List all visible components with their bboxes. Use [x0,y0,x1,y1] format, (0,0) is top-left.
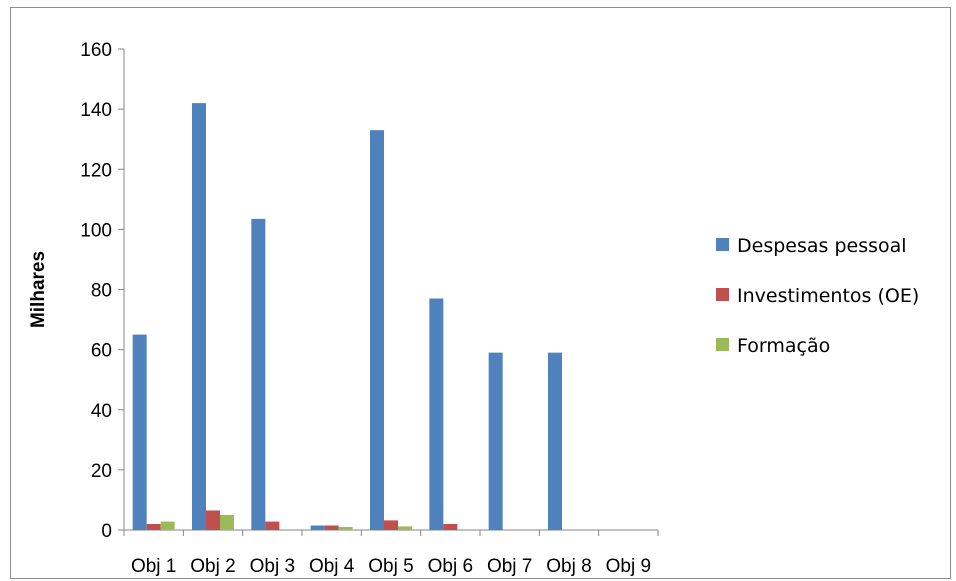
y-tick-label: 100 [80,220,112,241]
legend-label: Despesas pessoal [737,235,907,257]
bar [220,514,234,530]
bar [548,352,562,530]
x-tick-label: Obj 4 [309,556,355,577]
bar [146,523,161,530]
bar [324,525,339,530]
y-tick-label: 160 [80,40,112,61]
y-tick-label: 80 [91,281,112,302]
x-tick-label: Obj 7 [487,556,532,577]
bar [443,523,458,530]
x-tick-label: Obj 3 [250,556,295,577]
bar [370,130,384,530]
y-tick-label: 0 [101,521,112,542]
x-tick-label: Obj 1 [131,556,176,577]
y-tick-label: 20 [91,461,112,482]
x-axis: Obj 1 Obj 2 Obj 3 Obj 4 Obj 5 Obj 6 Obj 7 Obj 8… [123,529,659,577]
bars [132,103,562,531]
bar [192,103,206,531]
y-tick-label: 60 [91,341,112,362]
y-tick-label: 40 [91,401,112,422]
bar [488,352,503,530]
y-axis: 0 20 40 60 80 100 120 140 160 [80,40,125,542]
bar [310,525,325,530]
bar [132,334,147,530]
x-tick-label: Obj 5 [368,556,413,577]
bar [338,526,353,530]
bar [398,526,412,530]
legend-label: Formação [737,335,830,357]
chart-frame [10,7,951,579]
bar [160,521,175,530]
x-tick-label: Obj 6 [428,556,473,577]
legend-swatch [716,288,729,301]
y-tick-label: 140 [80,100,112,121]
bar [429,298,444,530]
x-tick-label: Obj 9 [606,556,651,577]
legend-swatch [716,338,729,351]
bar [265,521,280,530]
x-tick-label: Obj 8 [546,556,591,577]
bar [251,218,266,530]
bar [206,510,220,530]
x-tick-label: Obj 2 [190,556,235,577]
legend-label: Investimentos (OE) [737,285,919,307]
y-tick-label: 120 [80,160,112,181]
bar [384,520,398,530]
legend-swatch [716,238,729,251]
legend: Despesas pessoal Investimentos (OE) Formaç… [716,235,919,357]
y-axis-title: Milhares [28,251,49,328]
